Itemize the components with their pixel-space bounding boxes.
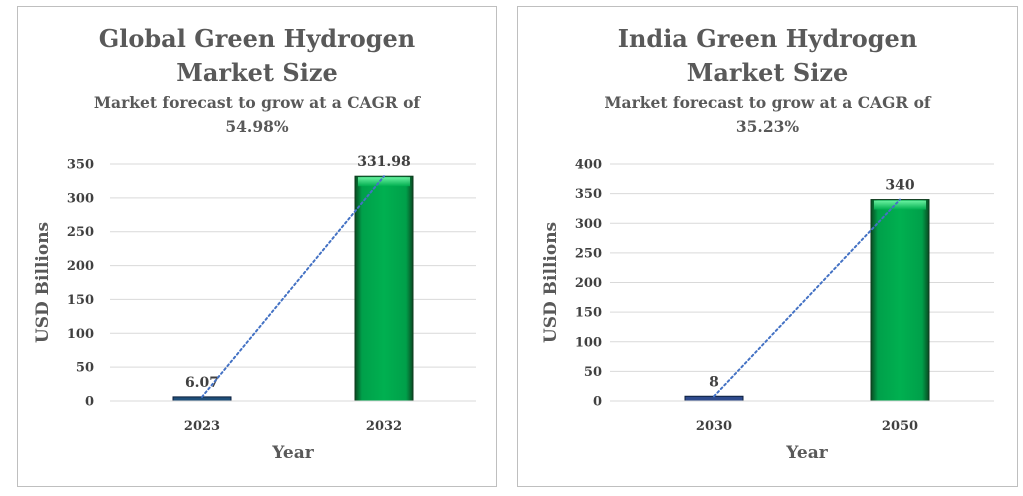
x-axis-title: Year [271, 443, 314, 463]
y-tick-label: 250 [67, 225, 94, 240]
global-bar-chart: 0 50 100 150 200 250 300 350 6.07 2023 331.98 2032 Y… [33, 154, 476, 463]
y-tick-label: 0 [593, 395, 602, 410]
bar-highlight [874, 200, 926, 210]
y-tick-label: 250 [575, 246, 602, 261]
bar-2032 [354, 175, 414, 402]
x-tick-label: 2050 [882, 419, 918, 434]
y-axis-title: USD Billions [541, 222, 561, 343]
y-tick-label: 300 [67, 191, 94, 206]
chart-title-line-1: Global Green Hydrogen [98, 24, 416, 53]
chart-title-line-2: Market Size [686, 58, 849, 87]
chart-subtitle-line-1: Market forecast to grow at a CAGR of [604, 93, 931, 112]
india-bar-chart: 0 50 100 150 200 250 300 350 400 8 2030 340 2050 Year… [541, 158, 994, 463]
y-axis-title: USD Billions [33, 222, 53, 343]
x-tick-label: 2023 [184, 419, 220, 434]
chart-subtitle-line-2: 35.23% [735, 117, 800, 136]
y-tick-label: 150 [67, 293, 94, 308]
y-tick-label: 200 [575, 276, 602, 291]
y-tick-label: 350 [575, 187, 602, 202]
trendline [713, 198, 901, 398]
y-tick-label: 150 [575, 306, 602, 321]
india-chart-panel: India Green Hydrogen Market Size Market … [517, 6, 1018, 487]
y-tick-label: 400 [575, 158, 602, 173]
bar-highlight [358, 177, 410, 187]
y-tick-label: 50 [76, 361, 94, 376]
chart-title-line-2: Market Size [176, 58, 338, 87]
x-tick-label: 2030 [696, 419, 732, 434]
chart-subtitle-line-1: Market forecast to grow at a CAGR of [93, 93, 421, 112]
y-tick-label: 100 [575, 335, 602, 350]
x-axis-title: Year [785, 443, 828, 463]
data-label-2030: 8 [709, 374, 719, 390]
trendline [201, 175, 385, 398]
y-tick-label: 0 [85, 395, 94, 410]
y-tick-label: 200 [67, 259, 94, 274]
chart-title-line-1: India Green Hydrogen [617, 24, 918, 53]
data-label-2050: 340 [885, 178, 914, 194]
y-tick-label: 50 [584, 365, 602, 380]
data-label-2023: 6.07 [185, 375, 219, 391]
bar-2050 [870, 199, 930, 402]
data-label-2032: 331.98 [357, 154, 411, 170]
global-chart-panel: Global Green Hydrogen Market Size Market… [17, 6, 497, 487]
x-tick-label: 2032 [366, 419, 402, 434]
y-tick-label: 100 [67, 327, 94, 342]
y-tick-label: 300 [575, 217, 602, 232]
y-tick-label: 350 [67, 158, 94, 173]
chart-subtitle-line-2: 54.98% [225, 117, 289, 136]
